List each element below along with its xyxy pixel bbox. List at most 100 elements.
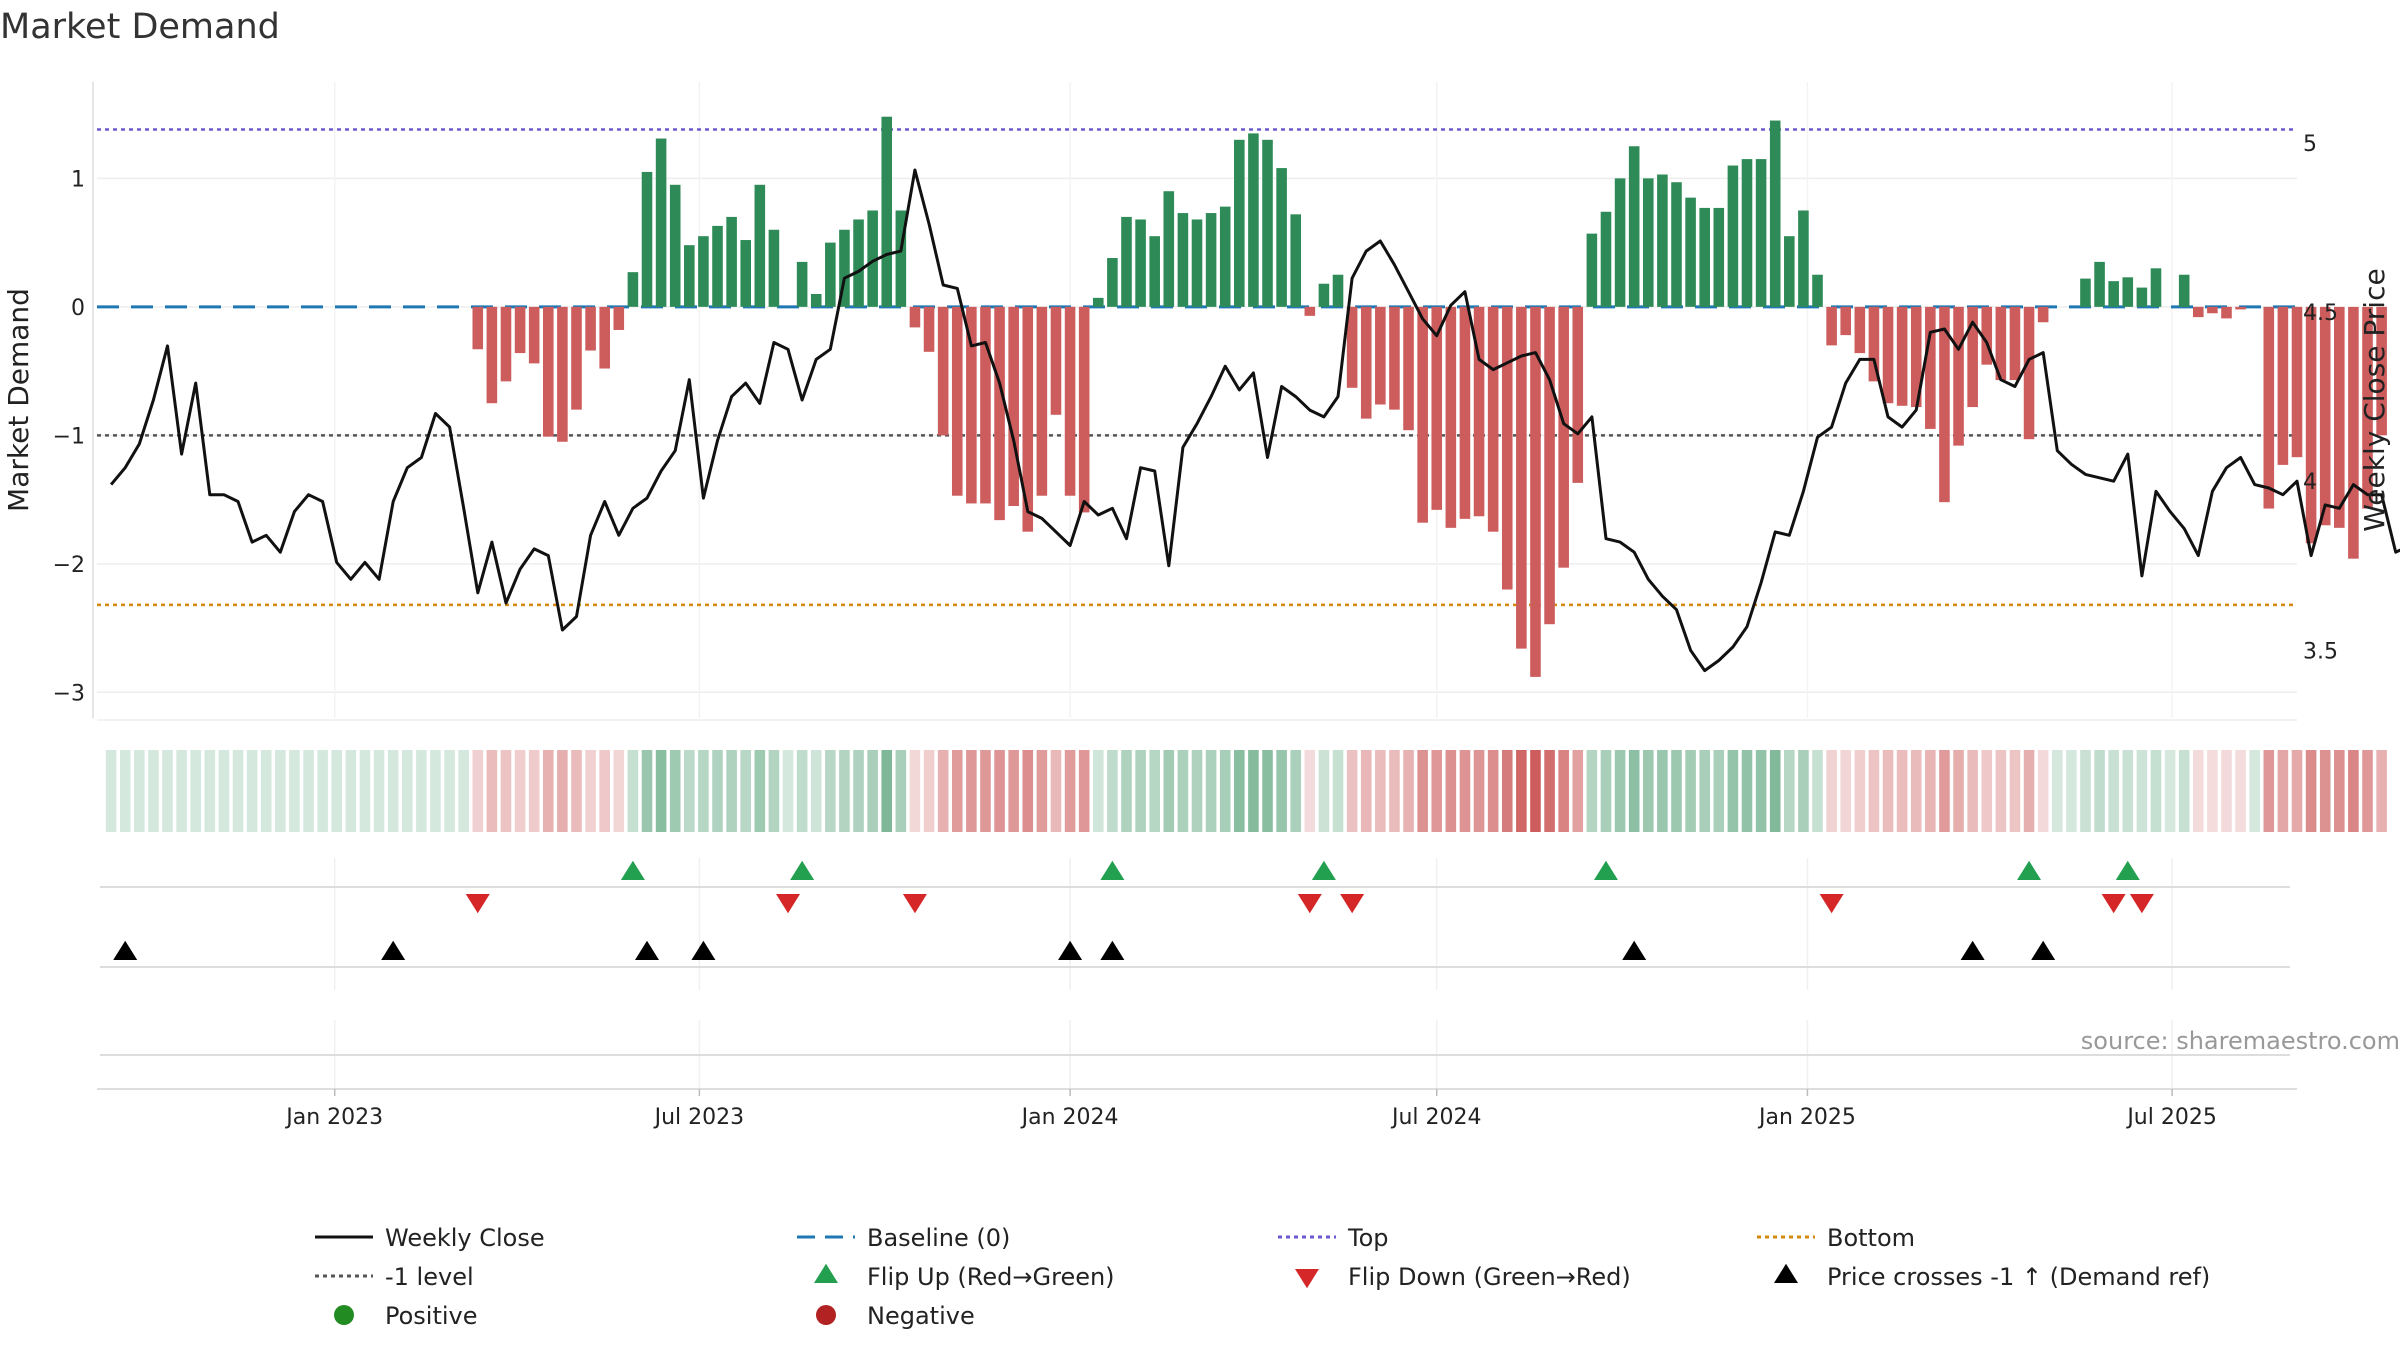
strip-cell xyxy=(345,750,357,832)
demand-bar xyxy=(1276,168,1287,307)
strip-cell xyxy=(2164,750,2176,832)
strip-cell xyxy=(1981,750,1993,832)
demand-bar xyxy=(1642,178,1654,307)
demand-bar xyxy=(1910,306,1922,408)
demand-bar xyxy=(937,306,949,436)
demand-bar xyxy=(1036,306,1048,496)
strip-cell xyxy=(1487,750,1499,832)
strip-cell xyxy=(1248,750,1259,832)
legend-label: Price crosses -1 ↑ (Demand ref) xyxy=(1827,1263,2210,1291)
strip-cell xyxy=(2291,750,2303,832)
price-cross-marker xyxy=(1622,940,1647,960)
demand-bar xyxy=(1135,219,1146,307)
demand-bar xyxy=(1318,283,1330,307)
strip-cell xyxy=(1713,750,1725,832)
flip-up-marker xyxy=(2115,860,2140,880)
demand-bar xyxy=(1727,165,1739,307)
demand-bar xyxy=(2263,306,2275,509)
strip-cell xyxy=(1755,750,1767,832)
strip-cell xyxy=(1501,750,1513,832)
demand-bar xyxy=(1840,306,1852,336)
legend-swatch xyxy=(1774,1263,1798,1283)
strip-cell xyxy=(825,750,836,832)
demand-bar xyxy=(1389,306,1400,410)
strip-cell xyxy=(2334,750,2345,832)
demand-bar xyxy=(2319,306,2331,526)
demand-bar xyxy=(895,210,907,307)
strip-cell xyxy=(162,750,173,832)
right-tick-label: 4.5 xyxy=(2303,301,2338,326)
demand-bar xyxy=(1685,197,1696,307)
legend-label: Negative xyxy=(867,1302,975,1330)
strip-cell xyxy=(2207,750,2218,832)
demand-bar xyxy=(571,306,582,410)
demand-bar xyxy=(1671,182,1682,307)
legend-item-flip_down: Flip Down (Green→Red) xyxy=(1295,1263,1631,1291)
demand-bar xyxy=(1699,207,1710,307)
legend-item-weekly_close: Weekly Close xyxy=(315,1224,545,1252)
x-tick-label: Jan 2024 xyxy=(1020,1105,1119,1130)
demand-bar xyxy=(2094,261,2105,307)
demand-bar xyxy=(1022,306,1034,532)
strip-cell xyxy=(1939,750,1950,832)
strip-cell xyxy=(2037,750,2049,832)
demand-bar xyxy=(1530,306,1541,677)
strip-cell xyxy=(2192,750,2204,832)
strip-cell xyxy=(810,750,822,832)
strip-cell xyxy=(1276,750,1287,832)
right-tick-label: 3.5 xyxy=(2303,639,2338,664)
demand-bar xyxy=(1459,306,1471,519)
strip-cell xyxy=(528,750,540,832)
flip-down-marker xyxy=(1340,894,1365,914)
flip-down-marker xyxy=(776,894,801,914)
legend-label: Weekly Close xyxy=(385,1224,545,1252)
strip-cell xyxy=(1205,750,1217,832)
strip-cell xyxy=(726,750,737,832)
demand-bar xyxy=(500,306,512,382)
demand-bar xyxy=(2136,287,2148,307)
strip-cell xyxy=(444,750,455,832)
strip-cell xyxy=(2122,750,2134,832)
demand-bar xyxy=(1953,306,1964,446)
demand-bar xyxy=(2009,306,2021,381)
strip-cell xyxy=(768,750,780,832)
legend-label: Flip Down (Green→Red) xyxy=(1348,1263,1631,1291)
flip-down-marker xyxy=(2101,894,2126,914)
strip-cell xyxy=(2319,750,2331,832)
demand-bar xyxy=(740,240,752,307)
strip-cell xyxy=(740,750,752,832)
demand-bar xyxy=(909,306,921,328)
strip-cell xyxy=(1318,750,1330,832)
demand-bar xyxy=(1939,306,1950,503)
strip-cell xyxy=(176,750,187,832)
strip-cell xyxy=(2277,750,2289,832)
strip-cell xyxy=(1107,750,1118,832)
flip-up-marker xyxy=(1593,860,1618,880)
strip-cell xyxy=(1558,750,1569,832)
legend-item-legend_positive: Positive xyxy=(334,1302,478,1330)
axes: 1 0 −1 −2 −3 5 4.5 4 3.5 Market Demand Weekly Clos… xyxy=(2,82,2391,1090)
demand-bar xyxy=(1572,306,1584,483)
demand-bar xyxy=(669,184,681,307)
demand-heat-strip xyxy=(105,750,2387,832)
strip-cell xyxy=(317,750,328,832)
demand-bar xyxy=(2376,306,2387,436)
demand-bar xyxy=(1360,306,1372,419)
legend-swatch xyxy=(814,1263,838,1283)
demand-bar xyxy=(1445,306,1457,528)
price-cross-marker xyxy=(1058,940,1083,960)
strip-cell xyxy=(1290,750,1302,832)
demand-bar xyxy=(867,210,878,307)
demand-bar xyxy=(839,229,850,307)
strip-cell xyxy=(2221,750,2232,832)
demand-bar xyxy=(1487,306,1499,532)
demand-bar xyxy=(1064,306,1076,496)
demand-bar xyxy=(2080,278,2091,307)
strip-cell xyxy=(218,750,230,832)
price-cross-marker xyxy=(113,940,138,960)
x-tick-label: Jan 2023 xyxy=(284,1105,383,1130)
demand-bar xyxy=(599,306,610,369)
demand-bar xyxy=(1558,306,1569,568)
strip-cell xyxy=(1685,750,1696,832)
